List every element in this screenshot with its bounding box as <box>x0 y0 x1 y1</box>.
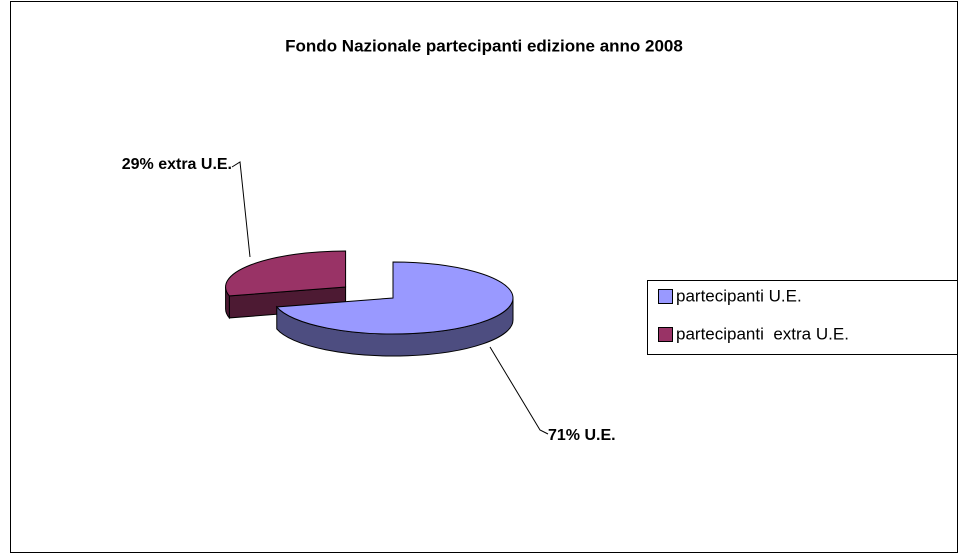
pie-slice <box>225 250 347 297</box>
pie-slice <box>275 261 514 335</box>
leader-line <box>489 346 549 435</box>
legend-label: partecipanti U.E. <box>676 286 802 305</box>
legend-swatch <box>658 289 673 304</box>
legend-swatch <box>658 327 673 342</box>
data-label: 71% U.E. <box>548 427 616 444</box>
chart-title: Fondo Nazionale partecipanti edizione an… <box>285 36 683 55</box>
data-label: 29% extra U.E. <box>122 156 232 173</box>
leader-line <box>231 161 251 258</box>
legend-label: partecipanti extra U.E. <box>676 324 849 343</box>
legend-box <box>647 280 958 355</box>
